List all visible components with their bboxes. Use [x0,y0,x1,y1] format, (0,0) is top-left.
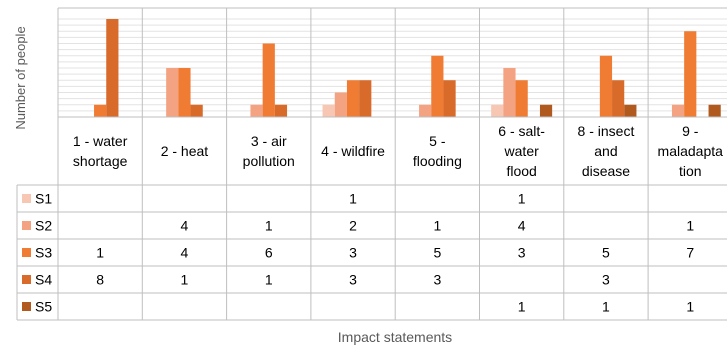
bar-s2-cat3 [250,104,263,117]
series-label-s2: S2 [35,218,52,234]
bar-s5-cat7 [624,104,637,117]
bars [94,19,721,117]
bar-s2-cat8 [671,104,685,117]
legend-swatch-s2 [22,221,31,230]
bar-s4-cat2 [190,104,203,117]
legend-swatch-s3 [22,248,31,257]
category-label: 1 - water [73,133,128,149]
x-axis-label: Impact statements [338,329,452,345]
bar-s1-cat6 [491,104,504,117]
bar-s3-cat8 [684,31,697,117]
data-label-s1-cat6: 1 [518,191,526,207]
data-label-s1-cat4: 1 [349,191,357,207]
data-label-s4-cat7: 3 [602,272,610,288]
bar-s3-cat5 [431,55,444,117]
bar-s5-cat6 [539,104,553,117]
bar-s4-cat1 [106,19,119,117]
data-label-s2-cat5: 1 [433,218,441,234]
bar-s4-cat4 [359,80,372,117]
data-label-s5-cat8: 1 [686,299,694,315]
data-label-s4-cat2: 1 [181,272,189,288]
category-label: water [504,143,540,159]
series-label-s1: S1 [35,191,52,207]
bar-s2-cat6 [503,68,516,117]
series-label-s4: S4 [35,272,52,288]
category-label: flooding [413,153,462,169]
bar-s3-cat1 [94,104,107,117]
bar-s3-cat4 [346,80,360,117]
data-label-s2-cat8: 1 [686,218,694,234]
data-label-s3-cat7: 5 [602,245,610,261]
category-label: shortage [73,153,128,169]
bar-s4-cat5 [443,80,456,117]
legend-swatch-s1 [22,194,31,203]
category-label: 6 - salt- [498,123,545,139]
category-label: tion [679,163,702,179]
bar-s3-cat6 [515,80,528,117]
category-label: 8 - insect [578,123,635,139]
series-label-s3: S3 [35,245,52,261]
bar-s3-cat7 [599,55,613,117]
data-label-s3-cat4: 3 [349,245,357,261]
legend-swatch-s5 [22,302,31,311]
data-table: 1 - water shortage 2 - heat 3 - air pollutio… [16,7,727,321]
gridlines [58,18,727,118]
data-label-s4-cat4: 3 [349,272,357,288]
data-label-s4-cat1: 8 [96,272,104,288]
series-label-s5: S5 [35,299,52,315]
bar-s5-cat8 [708,104,721,117]
data-label-s3-cat8: 7 [686,245,694,261]
bar-s2-cat5 [419,104,432,117]
category-label: pollution [243,153,295,169]
data-label-s2-cat4: 2 [349,218,357,234]
data-label-s2-cat2: 4 [181,218,189,234]
category-label: flood [506,163,536,179]
category-label: 3 - air [251,133,287,149]
bar-s2-cat4 [334,92,347,117]
bar-s3-cat3 [262,43,275,117]
bar-s4-cat3 [274,104,288,117]
legend-swatch-s4 [22,275,31,284]
bar-s3-cat2 [178,68,191,117]
data-label-s2-cat6: 4 [518,218,526,234]
data-label-s5-cat6: 1 [518,299,526,315]
data-label-s4-cat5: 3 [433,272,441,288]
category-label: 9 - [682,123,699,139]
data-label-s3-cat6: 3 [518,245,526,261]
data-label-s4-cat3: 1 [265,272,273,288]
data-label-s2-cat3: 1 [265,218,273,234]
category-label: disease [582,163,630,179]
data-label-s5-cat7: 1 [602,299,610,315]
bar-s4-cat7 [612,80,625,117]
category-label: 2 - heat [161,143,209,159]
bar-s2-cat2 [166,68,179,117]
category-label: 4 - wildfire [321,143,385,159]
category-label: maladapta [658,143,724,159]
bar-s1-cat4 [322,104,335,117]
category-label: 5 - [429,133,446,149]
data-label-s3-cat3: 6 [265,245,273,261]
data-label-s3-cat2: 4 [181,245,189,261]
data-label-s3-cat1: 1 [96,245,104,261]
data-label-s3-cat5: 5 [433,245,441,261]
y-axis-label: Number of people [13,26,28,129]
category-label: and [594,143,617,159]
